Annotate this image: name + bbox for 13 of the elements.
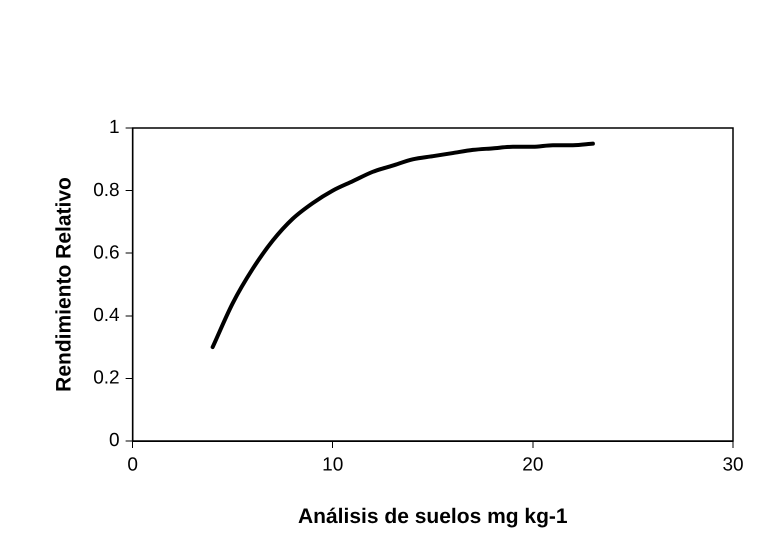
y-tick-label: 0 bbox=[109, 430, 120, 452]
y-tick-label: 0.2 bbox=[93, 368, 120, 389]
y-tick-label: 0.6 bbox=[93, 242, 120, 264]
x-tick-label: 30 bbox=[722, 454, 744, 476]
x-tick-label: 10 bbox=[322, 454, 344, 476]
x-axis-title: Análisis de suelos mg kg-1 bbox=[298, 505, 568, 528]
y-tick-label: 1 bbox=[109, 117, 120, 138]
x-tick-label: 20 bbox=[522, 454, 544, 476]
line-series bbox=[210, 142, 595, 350]
y-tick-label: 0.8 bbox=[93, 180, 120, 201]
x-tick-label: 0 bbox=[127, 454, 138, 476]
y-tick-label: 0.4 bbox=[93, 305, 120, 326]
y-axis-title: Rendimiento Relativo bbox=[52, 177, 76, 392]
